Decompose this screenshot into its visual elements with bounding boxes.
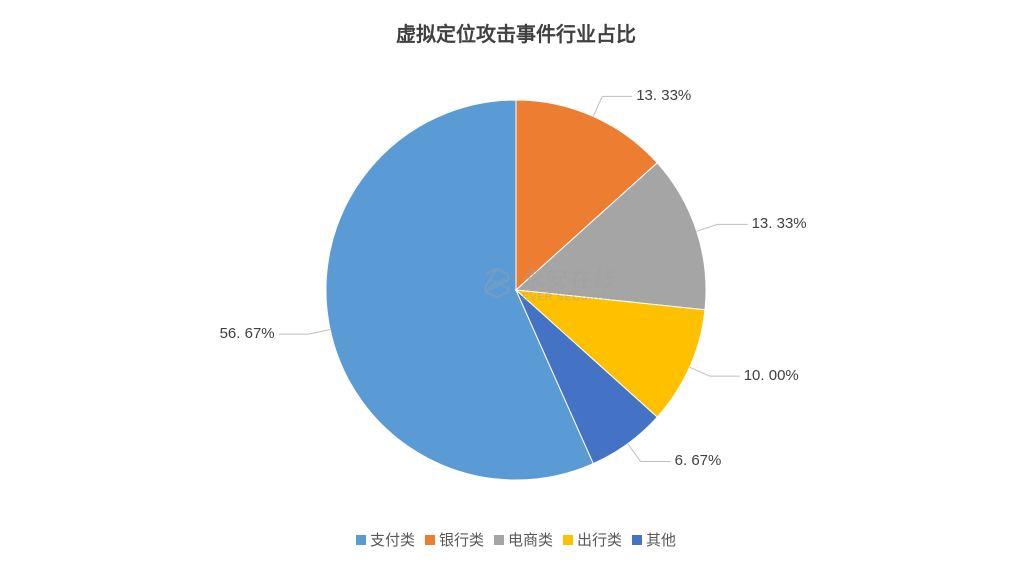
leader-line	[628, 444, 671, 462]
legend-label: 电商类	[508, 529, 553, 550]
legend-label: 银行类	[439, 529, 484, 550]
slice-label: 56. 67%	[220, 325, 275, 342]
leader-line	[697, 224, 748, 231]
watermark-cn: 永安在线	[522, 262, 618, 294]
legend-swatch	[494, 535, 504, 545]
legend-item: 银行类	[425, 529, 484, 550]
legend-swatch	[632, 535, 642, 545]
legend-label: 支付类	[370, 529, 415, 550]
legend: 支付类 银行类 电商类 出行类 其他	[0, 529, 1032, 550]
legend-item: 出行类	[563, 529, 622, 550]
slice-label: 13. 33%	[636, 87, 691, 104]
legend-item: 支付类	[356, 529, 415, 550]
leader-line	[279, 330, 331, 335]
legend-swatch	[563, 535, 573, 545]
legend-label: 出行类	[577, 529, 622, 550]
legend-item: 其他	[632, 529, 676, 550]
watermark: 永安在线 EVER SECURITY	[480, 262, 618, 303]
slice-label: 10. 00%	[744, 367, 799, 384]
slice-label: 13. 33%	[752, 215, 807, 232]
legend-swatch	[425, 535, 435, 545]
leader-line	[593, 96, 632, 116]
watermark-logo-icon	[480, 266, 514, 300]
leader-line	[690, 367, 740, 376]
slice-label: 6. 67%	[675, 452, 722, 469]
legend-swatch	[356, 535, 366, 545]
legend-label: 其他	[646, 529, 676, 550]
watermark-en: EVER SECURITY	[522, 292, 616, 303]
legend-item: 电商类	[494, 529, 553, 550]
chart-container: 虚拟定位攻击事件行业占比 56. 67%13. 33%13. 33%10. 00…	[0, 0, 1032, 568]
